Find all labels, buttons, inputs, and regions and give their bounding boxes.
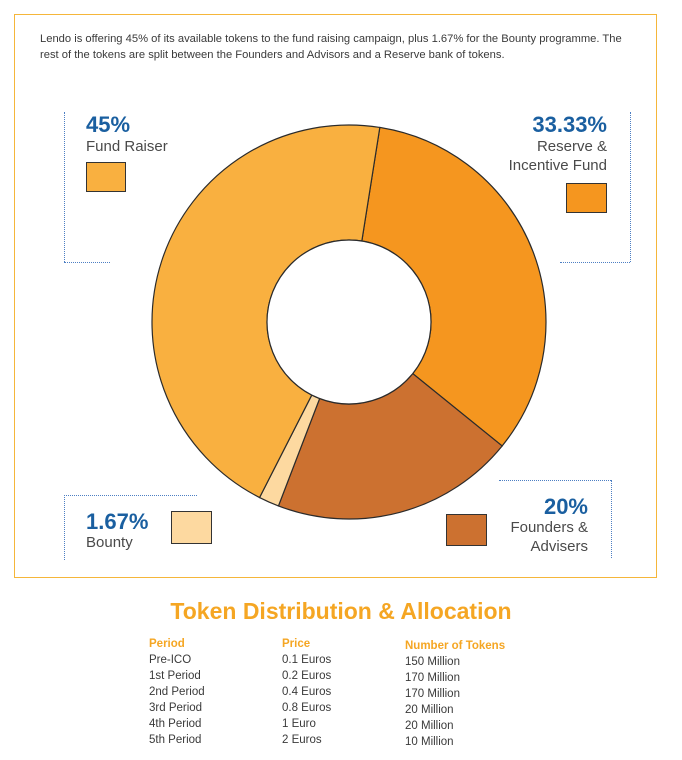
table-cell: 5th Period xyxy=(149,734,202,746)
bounty-swatch xyxy=(171,511,212,544)
price-header: Price xyxy=(282,638,311,650)
table-cell: 0.1 Euros xyxy=(282,654,332,666)
table-cell: 20 Million xyxy=(405,720,454,732)
table-cell: 10 Million xyxy=(405,736,454,748)
callout-line xyxy=(64,262,110,263)
table-cell: 2 Euros xyxy=(282,734,322,746)
founders-pct: 20% xyxy=(543,494,588,519)
table-cell: 0.8 Euros xyxy=(282,702,332,714)
callout-line xyxy=(560,262,630,263)
chart-frame xyxy=(14,14,657,578)
table-cell: 0.4 Euros xyxy=(282,686,332,698)
callout-line xyxy=(630,112,631,262)
price-column: Price 0.1 Euros 0.2 Euros 0.4 Euros 0.8 … xyxy=(282,636,331,748)
reserve-swatch xyxy=(566,183,607,213)
callout-line xyxy=(611,480,612,558)
period-column: Period Pre-ICO 1st Period 2nd Period 3rd… xyxy=(149,636,205,748)
tokens-header: Number of Tokens xyxy=(405,640,506,652)
table-cell: 2nd Period xyxy=(149,686,205,698)
table-cell: 1 Euro xyxy=(282,718,316,730)
table-cell: 150 Million xyxy=(405,656,460,668)
table-title: Token Distribution & Allocation xyxy=(170,598,512,624)
donut-chart xyxy=(151,124,547,520)
fund-raiser-pct: 45% xyxy=(86,112,131,137)
founders-label: Founders & Advisers xyxy=(510,519,588,555)
fund-raiser-swatch xyxy=(86,162,126,192)
donut-hole xyxy=(266,239,432,405)
tokens-column: Number of Tokens 150 Million 170 Million… xyxy=(405,638,505,750)
table-cell: 20 Million xyxy=(405,704,454,716)
table-cell: 170 Million xyxy=(405,672,460,684)
callout-line xyxy=(64,112,65,262)
reserve-pct: 33.33% xyxy=(532,112,607,137)
bounty-pct: 1.67% xyxy=(86,509,149,534)
callout-line xyxy=(64,495,65,560)
table-cell: 3rd Period xyxy=(149,702,203,714)
table-cell: 170 Million xyxy=(405,688,460,700)
intro-text: Lendo is offering 45% of its available t… xyxy=(40,33,622,61)
table-cell: 4th Period xyxy=(149,718,202,730)
bounty-label: Bounty xyxy=(86,534,133,551)
reserve-label: Reserve & Incentive Fund xyxy=(508,138,607,174)
callout-line xyxy=(499,480,611,481)
table-cell: Pre-ICO xyxy=(149,654,192,666)
period-header: Period xyxy=(149,638,185,650)
founders-swatch xyxy=(446,514,487,546)
fund-raiser-label: Fund Raiser xyxy=(86,138,168,155)
table-cell: 1st Period xyxy=(149,670,201,682)
table-cell: 0.2 Euros xyxy=(282,670,332,682)
callout-line xyxy=(64,495,197,496)
